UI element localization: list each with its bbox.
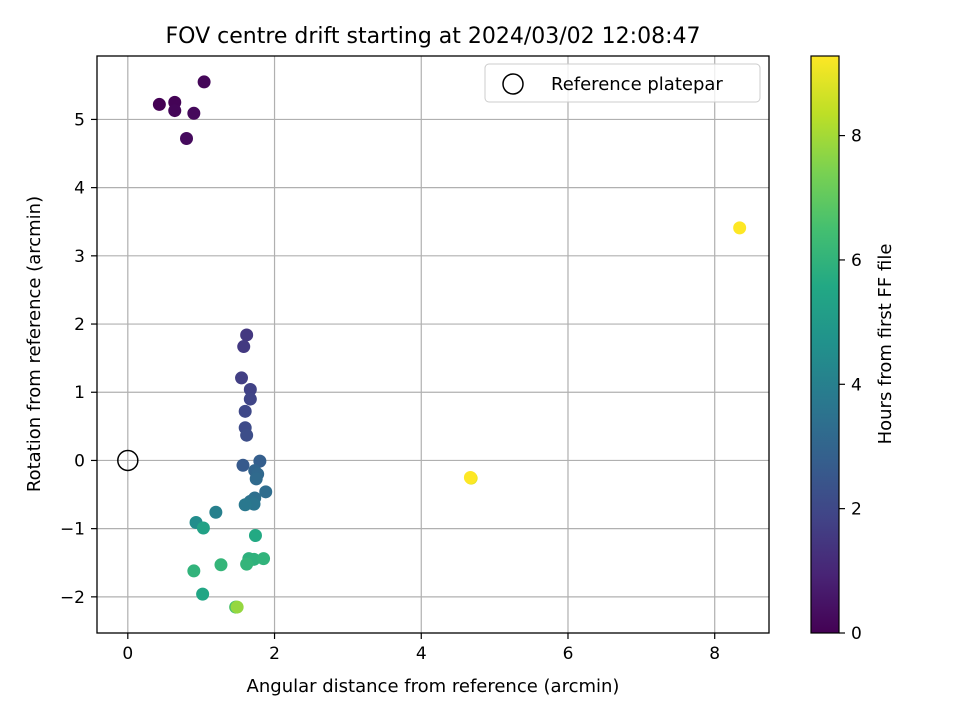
data-point [463,470,477,484]
legend-label-reference: Reference platepar [551,74,723,95]
y-tick-label: 5 [74,110,85,130]
data-point [237,340,251,354]
data-point [180,132,194,146]
x-tick-label: 4 [416,644,427,664]
data-point [240,428,254,442]
chart-title: FOV centre drift starting at 2024/03/02 … [166,24,701,49]
y-tick-label: 3 [74,247,85,267]
data-point [259,485,273,499]
data-point [230,600,244,614]
colorbar-tick-label: 2 [851,500,862,520]
colorbar-tick-label: 6 [851,251,862,271]
x-tick-label: 0 [122,644,133,664]
data-point [249,472,263,486]
data-point [243,383,257,397]
x-tick-label: 8 [709,644,720,664]
y-axis-ticks: −2 −1 0 1 2 3 4 5 [60,110,97,608]
x-tick-label: 6 [563,644,574,664]
data-point [240,328,254,342]
y-tick-label: −1 [60,520,85,540]
data-point [214,558,228,572]
colorbar: 0 2 4 6 8 Hours from first FF file [810,55,896,644]
y-tick-label: 1 [74,383,85,403]
colorbar-tick-label: 4 [851,375,862,395]
data-point [240,557,254,571]
colorbar-tick-label: 8 [851,127,862,147]
x-axis-label: Angular distance from reference (arcmin) [247,676,620,697]
plot-area [97,56,769,633]
y-tick-label: −2 [60,588,85,608]
plot-frame [96,55,770,634]
data-point [209,505,223,519]
y-tick-label: 0 [74,451,85,471]
data-point [733,221,747,235]
data-point [235,371,249,385]
colorbar-gradient [810,55,840,634]
colorbar-label: Hours from first FF file [875,244,896,445]
data-point [187,564,201,578]
data-point [253,454,267,468]
data-point [257,552,271,566]
data-point [187,106,201,120]
data-point [243,392,257,406]
y-axis-label: Rotation from reference (arcmin) [24,196,45,492]
y-tick-label: 2 [74,315,85,335]
y-tick-label: 4 [74,179,85,199]
data-point [238,404,252,418]
x-axis-ticks: 0 2 4 6 8 [122,633,720,664]
data-points [152,75,747,614]
colorbar-tick-label: 0 [851,624,862,644]
data-point [236,458,250,472]
data-point [152,97,166,111]
data-point [196,521,210,535]
legend-marker-reference [502,73,524,95]
data-point [168,104,182,118]
data-point [197,75,211,89]
data-point [248,528,262,542]
x-tick-label: 2 [269,644,280,664]
data-point [196,587,210,601]
colorbar-ticks: 0 2 4 6 8 [839,127,862,644]
grid-lines [97,56,769,633]
data-point [238,498,252,512]
reference-point-marker [117,449,139,472]
legend: Reference platepar [484,63,761,103]
legend-box [484,63,761,103]
